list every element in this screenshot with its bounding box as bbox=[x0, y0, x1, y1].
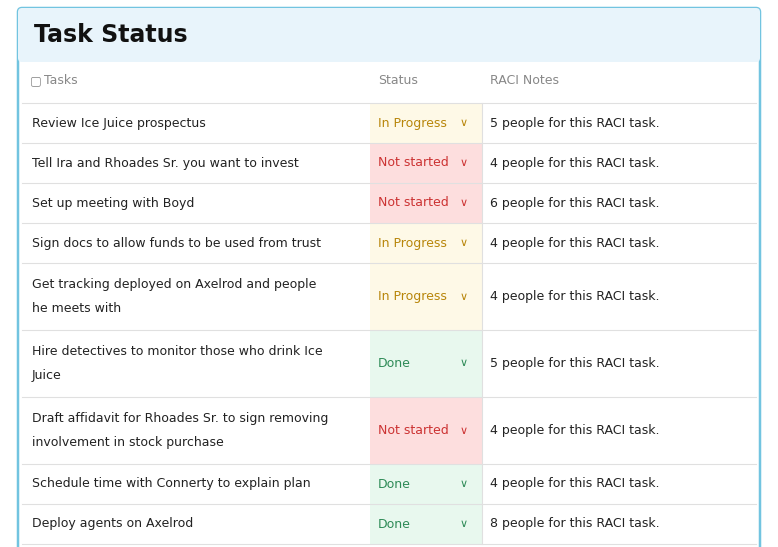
Text: Juice: Juice bbox=[32, 369, 61, 382]
Text: ∨: ∨ bbox=[460, 479, 468, 489]
Text: ∨: ∨ bbox=[460, 292, 468, 301]
Text: Task Status: Task Status bbox=[34, 23, 187, 47]
Text: ∨: ∨ bbox=[460, 158, 468, 168]
Text: Sign docs to allow funds to be used from trust: Sign docs to allow funds to be used from… bbox=[32, 236, 321, 249]
Text: In Progress: In Progress bbox=[378, 236, 447, 249]
Text: he meets with: he meets with bbox=[32, 302, 121, 315]
Bar bbox=[370, 464, 482, 504]
Text: 6 people for this RACI task.: 6 people for this RACI task. bbox=[490, 196, 660, 210]
Text: In Progress: In Progress bbox=[378, 117, 447, 130]
FancyBboxPatch shape bbox=[18, 8, 760, 62]
Text: 4 people for this RACI task.: 4 people for this RACI task. bbox=[490, 290, 660, 303]
Bar bbox=[22, 12, 756, 58]
Text: 4 people for this RACI task.: 4 people for this RACI task. bbox=[490, 478, 660, 491]
Text: Done: Done bbox=[378, 517, 411, 531]
Text: ∨: ∨ bbox=[460, 198, 468, 208]
Bar bbox=[370, 263, 482, 330]
Text: RACI Notes: RACI Notes bbox=[490, 74, 559, 87]
FancyBboxPatch shape bbox=[18, 8, 760, 547]
Text: ∨: ∨ bbox=[460, 358, 468, 369]
Text: ∨: ∨ bbox=[460, 426, 468, 435]
Text: 4 people for this RACI task.: 4 people for this RACI task. bbox=[490, 424, 660, 437]
Text: Tell Ira and Rhoades Sr. you want to invest: Tell Ira and Rhoades Sr. you want to inv… bbox=[32, 156, 299, 170]
Bar bbox=[370, 183, 482, 223]
Text: Draft affidavit for Rhoades Sr. to sign removing: Draft affidavit for Rhoades Sr. to sign … bbox=[32, 412, 328, 425]
Text: ▢: ▢ bbox=[30, 74, 42, 87]
Text: ∨: ∨ bbox=[460, 238, 468, 248]
Text: Not started: Not started bbox=[378, 196, 449, 210]
Text: Deploy agents on Axelrod: Deploy agents on Axelrod bbox=[32, 517, 193, 531]
Text: Done: Done bbox=[378, 357, 411, 370]
Text: Set up meeting with Boyd: Set up meeting with Boyd bbox=[32, 196, 194, 210]
Text: Get tracking deployed on Axelrod and people: Get tracking deployed on Axelrod and peo… bbox=[32, 278, 317, 291]
Text: involvement in stock purchase: involvement in stock purchase bbox=[32, 436, 224, 449]
Bar bbox=[370, 330, 482, 397]
Text: 4 people for this RACI task.: 4 people for this RACI task. bbox=[490, 236, 660, 249]
Text: 8 people for this RACI task.: 8 people for this RACI task. bbox=[490, 517, 660, 531]
Text: Status: Status bbox=[378, 74, 418, 87]
Text: In Progress: In Progress bbox=[378, 290, 447, 303]
Bar bbox=[370, 143, 482, 183]
Text: Review Ice Juice prospectus: Review Ice Juice prospectus bbox=[32, 117, 205, 130]
Text: Not started: Not started bbox=[378, 156, 449, 170]
Text: 4 people for this RACI task.: 4 people for this RACI task. bbox=[490, 156, 660, 170]
Text: ∨: ∨ bbox=[460, 519, 468, 529]
Text: ∨: ∨ bbox=[460, 118, 468, 128]
Bar bbox=[370, 504, 482, 544]
Text: Not started: Not started bbox=[378, 424, 449, 437]
Text: Done: Done bbox=[378, 478, 411, 491]
Bar bbox=[370, 397, 482, 464]
Text: Schedule time with Connerty to explain plan: Schedule time with Connerty to explain p… bbox=[32, 478, 310, 491]
Text: Tasks: Tasks bbox=[44, 74, 78, 87]
Text: 5 people for this RACI task.: 5 people for this RACI task. bbox=[490, 117, 660, 130]
Bar bbox=[370, 103, 482, 143]
Text: 5 people for this RACI task.: 5 people for this RACI task. bbox=[490, 357, 660, 370]
Bar bbox=[370, 223, 482, 263]
Text: Hire detectives to monitor those who drink Ice: Hire detectives to monitor those who dri… bbox=[32, 345, 323, 358]
